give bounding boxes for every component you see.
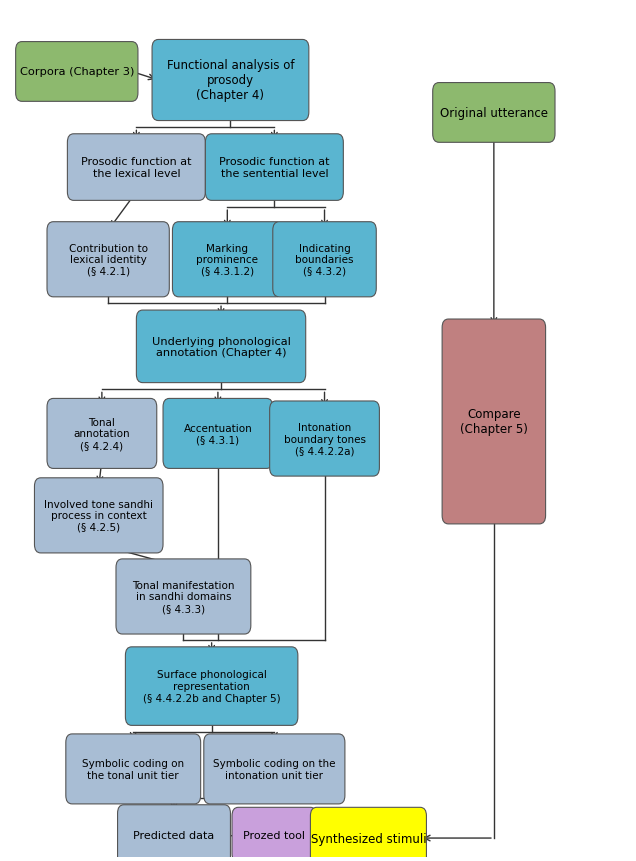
Text: Involved tone sandhi
process in context
(§ 4.2.5): Involved tone sandhi process in context …: [45, 499, 153, 532]
Text: Intonation
boundary tones
(§ 4.4.2.2a): Intonation boundary tones (§ 4.4.2.2a): [284, 423, 366, 455]
FancyBboxPatch shape: [136, 311, 306, 383]
Text: Original utterance: Original utterance: [440, 107, 548, 120]
FancyBboxPatch shape: [204, 734, 345, 804]
Text: Accentuation
(§ 4.3.1): Accentuation (§ 4.3.1): [184, 423, 252, 444]
Text: Tonal manifestation
in sandhi domains
(§ 4.3.3): Tonal manifestation in sandhi domains (§…: [132, 580, 235, 613]
FancyBboxPatch shape: [163, 399, 273, 469]
FancyBboxPatch shape: [47, 399, 156, 469]
FancyBboxPatch shape: [67, 134, 205, 201]
Text: Synthesized stimuli: Synthesized stimuli: [310, 832, 426, 845]
Text: Tonal
annotation
(§ 4.2.4): Tonal annotation (§ 4.2.4): [74, 418, 130, 450]
Text: Contribution to
lexical identity
(§ 4.2.1): Contribution to lexical identity (§ 4.2.…: [69, 244, 148, 276]
FancyBboxPatch shape: [152, 40, 309, 121]
Text: Predicted data: Predicted data: [134, 831, 214, 840]
FancyBboxPatch shape: [34, 478, 163, 554]
Text: Compare
(Chapter 5): Compare (Chapter 5): [460, 408, 528, 436]
FancyBboxPatch shape: [442, 319, 546, 524]
FancyBboxPatch shape: [205, 134, 343, 201]
Text: Surface phonological
representation
(§ 4.4.2.2b and Chapter 5): Surface phonological representation (§ 4…: [143, 670, 280, 703]
FancyBboxPatch shape: [432, 84, 555, 143]
FancyBboxPatch shape: [16, 42, 138, 102]
FancyBboxPatch shape: [232, 808, 317, 861]
FancyBboxPatch shape: [118, 805, 230, 861]
Text: Underlying phonological
annotation (Chapter 4): Underlying phonological annotation (Chap…: [151, 336, 291, 357]
Text: Prosodic function at
the lexical level: Prosodic function at the lexical level: [81, 157, 191, 179]
Text: Prosodic function at
the sentential level: Prosodic function at the sentential leve…: [219, 157, 329, 179]
FancyBboxPatch shape: [116, 560, 251, 635]
Text: Corpora (Chapter 3): Corpora (Chapter 3): [20, 67, 134, 77]
Text: Functional analysis of
prosody
(Chapter 4): Functional analysis of prosody (Chapter …: [167, 59, 294, 102]
FancyBboxPatch shape: [270, 401, 380, 476]
FancyBboxPatch shape: [273, 222, 377, 298]
Text: Symbolic coding on
the tonal unit tier: Symbolic coding on the tonal unit tier: [82, 759, 184, 780]
FancyBboxPatch shape: [125, 647, 298, 726]
FancyBboxPatch shape: [47, 222, 169, 298]
FancyBboxPatch shape: [66, 734, 201, 804]
FancyBboxPatch shape: [172, 222, 282, 298]
Text: Marking
prominence
(§ 4.3.1.2): Marking prominence (§ 4.3.1.2): [197, 244, 258, 276]
Text: Prozed tool: Prozed tool: [244, 830, 305, 839]
Text: Symbolic coding on the
intonation unit tier: Symbolic coding on the intonation unit t…: [213, 759, 336, 780]
FancyBboxPatch shape: [310, 808, 426, 861]
Text: Indicating
boundaries
(§ 4.3.2): Indicating boundaries (§ 4.3.2): [295, 244, 354, 276]
